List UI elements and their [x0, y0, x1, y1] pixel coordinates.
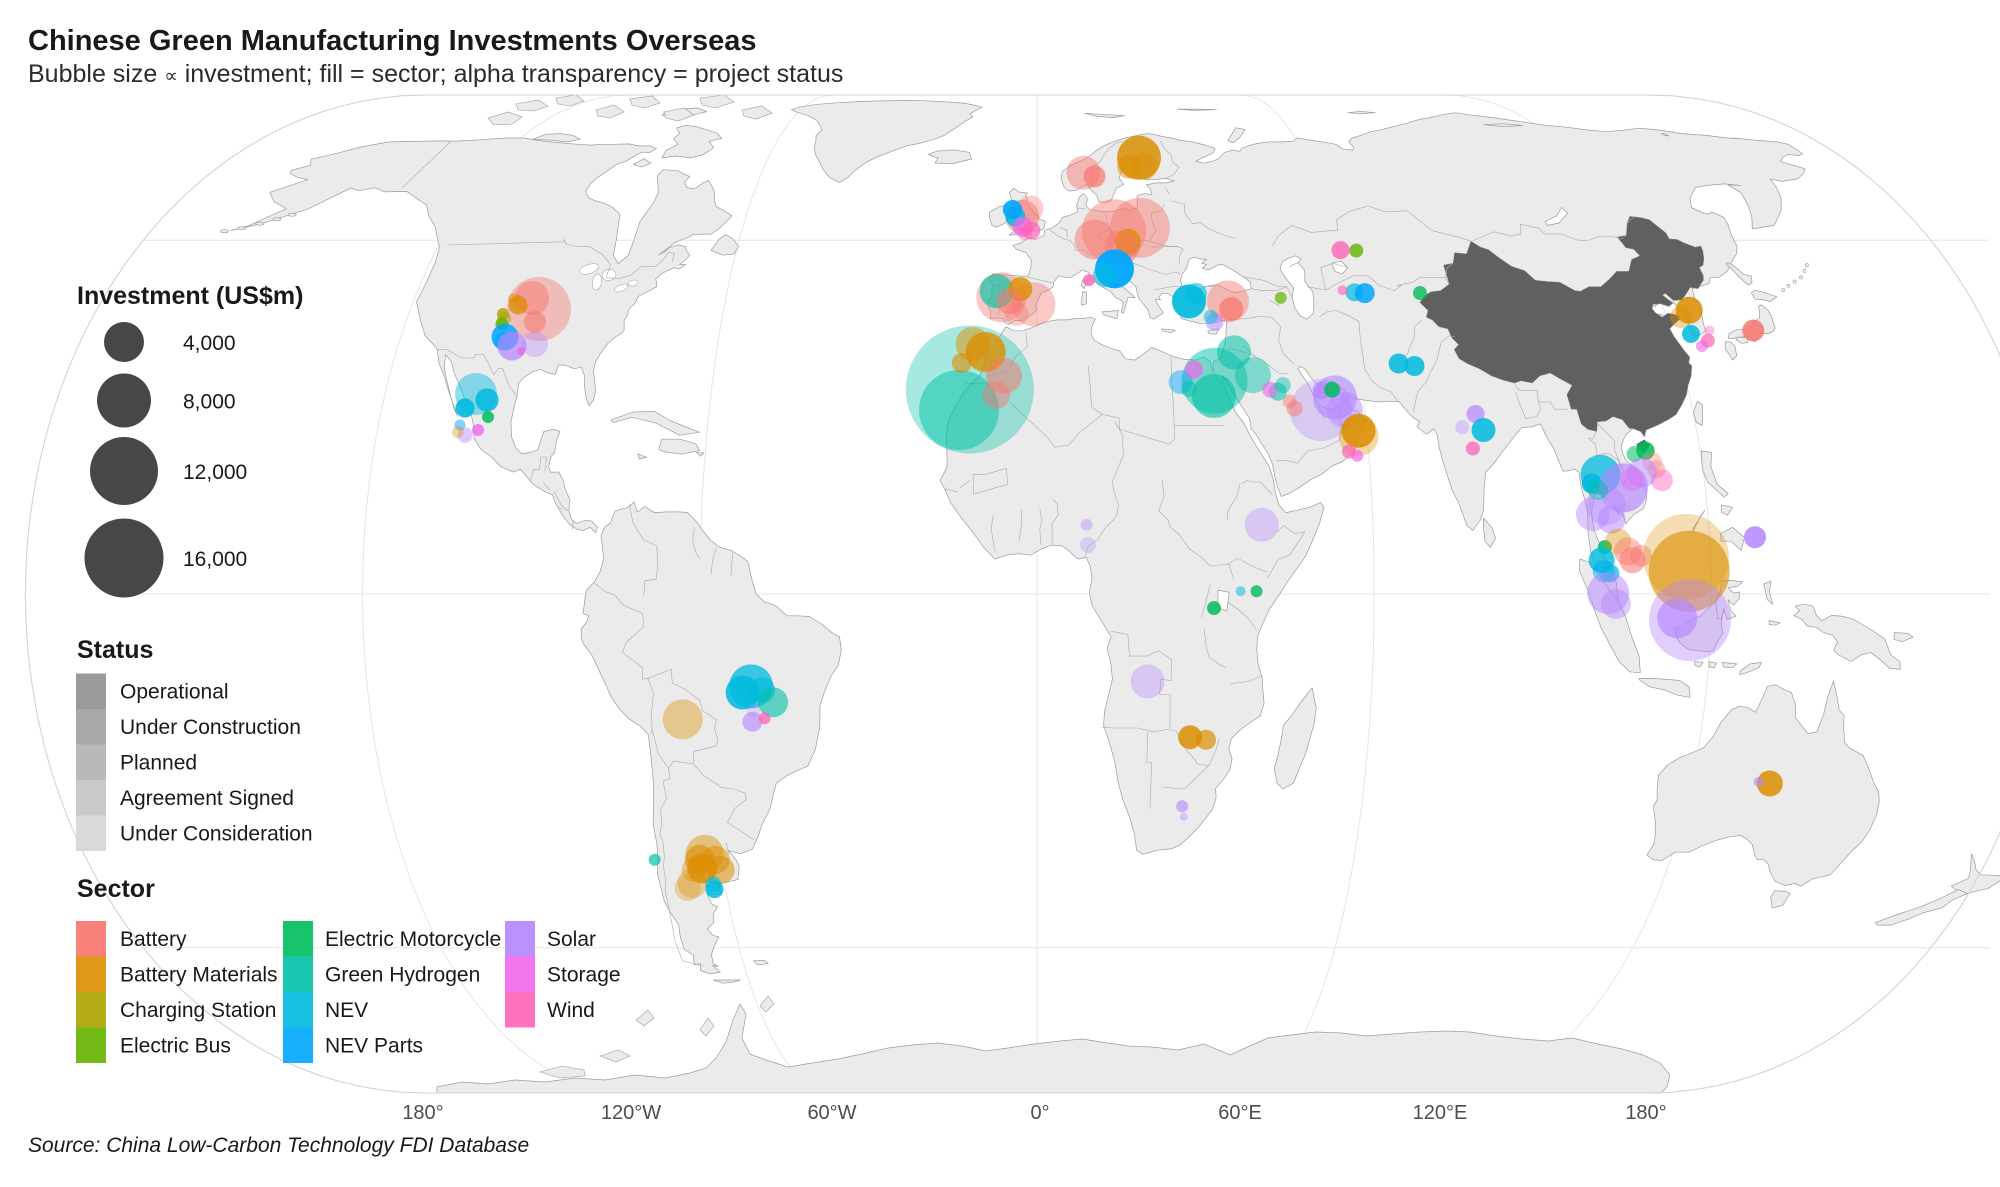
svg-text:Solar: Solar: [547, 928, 596, 951]
svg-text:60°W: 60°W: [807, 1102, 856, 1124]
svg-text:Under Consideration: Under Consideration: [120, 823, 313, 846]
svg-text:Bubble size ∝ investment; fill: Bubble size ∝ investment; fill = sector;…: [28, 60, 843, 88]
svg-text:Charging Station: Charging Station: [120, 999, 276, 1022]
svg-text:Operational: Operational: [120, 681, 229, 704]
svg-text:Chinese Green Manufacturing In: Chinese Green Manufacturing Investments …: [28, 25, 756, 57]
svg-text:Battery: Battery: [120, 928, 187, 951]
svg-text:Planned: Planned: [120, 752, 197, 775]
svg-text:Agreement Signed: Agreement Signed: [120, 787, 294, 810]
svg-text:Battery Materials: Battery Materials: [120, 964, 278, 987]
svg-text:Electric Motorcycle: Electric Motorcycle: [325, 928, 501, 951]
svg-text:Wind: Wind: [547, 999, 595, 1022]
svg-text:Electric Bus: Electric Bus: [120, 1035, 231, 1058]
svg-text:Source: China Low-Carbon Techn: Source: China Low-Carbon Technology FDI …: [28, 1134, 529, 1157]
svg-text:Status: Status: [77, 636, 153, 664]
svg-text:Green Hydrogen: Green Hydrogen: [325, 964, 480, 987]
svg-text:8,000: 8,000: [183, 391, 236, 414]
svg-text:60°E: 60°E: [1218, 1102, 1262, 1124]
svg-text:4,000: 4,000: [183, 332, 236, 355]
svg-text:180°: 180°: [402, 1102, 443, 1124]
svg-text:Sector: Sector: [77, 875, 155, 903]
svg-text:120°E: 120°E: [1413, 1102, 1468, 1124]
svg-text:0°: 0°: [1030, 1102, 1049, 1124]
svg-text:16,000: 16,000: [183, 548, 247, 571]
svg-text:120°W: 120°W: [601, 1102, 661, 1124]
svg-text:180°: 180°: [1625, 1102, 1666, 1124]
svg-text:Investment (US$m): Investment (US$m): [77, 282, 303, 310]
svg-text:Under Construction: Under Construction: [120, 716, 301, 739]
svg-text:NEV: NEV: [325, 999, 368, 1022]
svg-text:Storage: Storage: [547, 964, 621, 987]
svg-text:NEV Parts: NEV Parts: [325, 1035, 423, 1058]
svg-text:12,000: 12,000: [183, 461, 247, 484]
